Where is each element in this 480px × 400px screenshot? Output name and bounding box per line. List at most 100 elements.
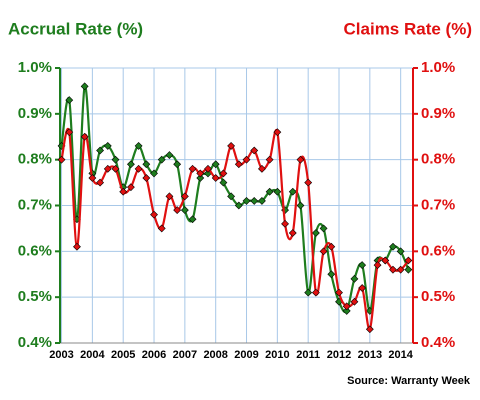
- data-point: [234, 160, 243, 169]
- data-point: [404, 256, 413, 265]
- data-point: [389, 242, 397, 251]
- y2-title: Claims Rate (%): [344, 19, 472, 38]
- data-point: [142, 174, 151, 182]
- x-tick-label: 2007: [173, 349, 197, 361]
- data-point: [173, 160, 182, 169]
- y-tick-label: 0.9%: [18, 105, 52, 122]
- data-point: [111, 155, 120, 164]
- data-point: [126, 183, 135, 192]
- y2-tick-label: 0.8%: [421, 151, 455, 168]
- data-point: [304, 288, 313, 297]
- data-point: [365, 325, 374, 334]
- y2-tick-label: 0.4%: [421, 334, 455, 351]
- x-tick-label: 2006: [142, 349, 166, 361]
- data-point: [311, 229, 320, 237]
- x-tick-label: 2012: [327, 349, 351, 361]
- data-point: [304, 178, 313, 187]
- data-point: [319, 247, 328, 256]
- data-point: [73, 242, 81, 251]
- data-point: [250, 196, 259, 205]
- data-point: [96, 146, 105, 155]
- data-point: [211, 160, 220, 169]
- data-point: [103, 141, 112, 150]
- data-point: [265, 187, 274, 196]
- data-point: [327, 242, 336, 251]
- data-point: [273, 128, 282, 137]
- data-point: [381, 256, 390, 265]
- data-point: [204, 164, 212, 173]
- source: Source: Warranty Week: [347, 375, 471, 387]
- data-point: [319, 224, 328, 233]
- data-point: [242, 196, 251, 205]
- data-point: [119, 187, 128, 196]
- chart-title: Accrual Rate (%): [8, 19, 143, 38]
- y-tick-label: 0.6%: [18, 242, 52, 259]
- y-tick-label: 0.8%: [18, 151, 52, 168]
- data-point: [404, 265, 413, 274]
- data-point: [335, 288, 343, 297]
- x-tick-label: 2013: [358, 349, 382, 361]
- y2-tick-label: 0.6%: [421, 242, 455, 259]
- data-point: [281, 219, 289, 228]
- y2-tick-label: 1.0%: [421, 59, 455, 76]
- data-point: [265, 155, 274, 164]
- x-tick-label: 2010: [265, 349, 289, 361]
- data-point: [180, 192, 189, 201]
- data-point: [327, 270, 336, 279]
- y-tick-label: 1.0%: [18, 59, 52, 76]
- data-point: [111, 164, 120, 173]
- data-point: [227, 192, 236, 201]
- data-point: [358, 284, 367, 292]
- data-point: [396, 247, 405, 256]
- data-point: [57, 155, 66, 164]
- data-point: [227, 141, 236, 150]
- data-point: [150, 210, 158, 219]
- x-tick-label: 2003: [49, 349, 73, 361]
- data-point: [80, 132, 89, 141]
- data-point: [396, 265, 405, 274]
- data-point: [173, 206, 182, 215]
- data-point: [180, 206, 189, 215]
- data-point: [296, 201, 305, 210]
- data-point: [258, 164, 266, 173]
- data-point: [288, 229, 297, 237]
- data-point: [288, 187, 297, 196]
- data-point: [358, 261, 367, 270]
- data-point: [219, 169, 228, 178]
- data-point: [350, 274, 359, 283]
- x-tick-label: 2009: [234, 349, 258, 361]
- data-point: [126, 160, 135, 169]
- data-point: [350, 297, 359, 306]
- data-point: [219, 178, 228, 187]
- data-point: [342, 306, 351, 315]
- data-point: [134, 164, 143, 173]
- data-point: [96, 178, 105, 187]
- data-point: [157, 224, 166, 233]
- x-tick-label: 2008: [203, 349, 227, 361]
- x-tick-label: 2005: [111, 349, 135, 361]
- y-tick-label: 0.4%: [18, 334, 52, 351]
- data-point: [134, 141, 143, 150]
- data-point: [234, 201, 243, 210]
- data-point: [250, 146, 259, 155]
- data-point: [80, 82, 89, 91]
- data-point: [311, 288, 320, 297]
- y2-tick-label: 0.5%: [421, 288, 455, 305]
- data-point: [296, 155, 305, 164]
- y-tick-label: 0.5%: [18, 288, 52, 305]
- data-point: [142, 160, 151, 169]
- data-point: [242, 155, 251, 164]
- data-point: [150, 169, 158, 178]
- data-point: [65, 96, 74, 105]
- data-point: [373, 261, 382, 270]
- data-point: [103, 164, 112, 173]
- data-point: [65, 128, 74, 137]
- data-point: [165, 151, 174, 160]
- x-tick-label: 2011: [296, 349, 320, 361]
- data-point: [188, 164, 197, 173]
- x-tick-label: 2014: [388, 349, 413, 361]
- x-tick-label: 2004: [80, 349, 105, 361]
- data-point: [258, 196, 266, 205]
- y2-tick-label: 0.9%: [421, 105, 455, 122]
